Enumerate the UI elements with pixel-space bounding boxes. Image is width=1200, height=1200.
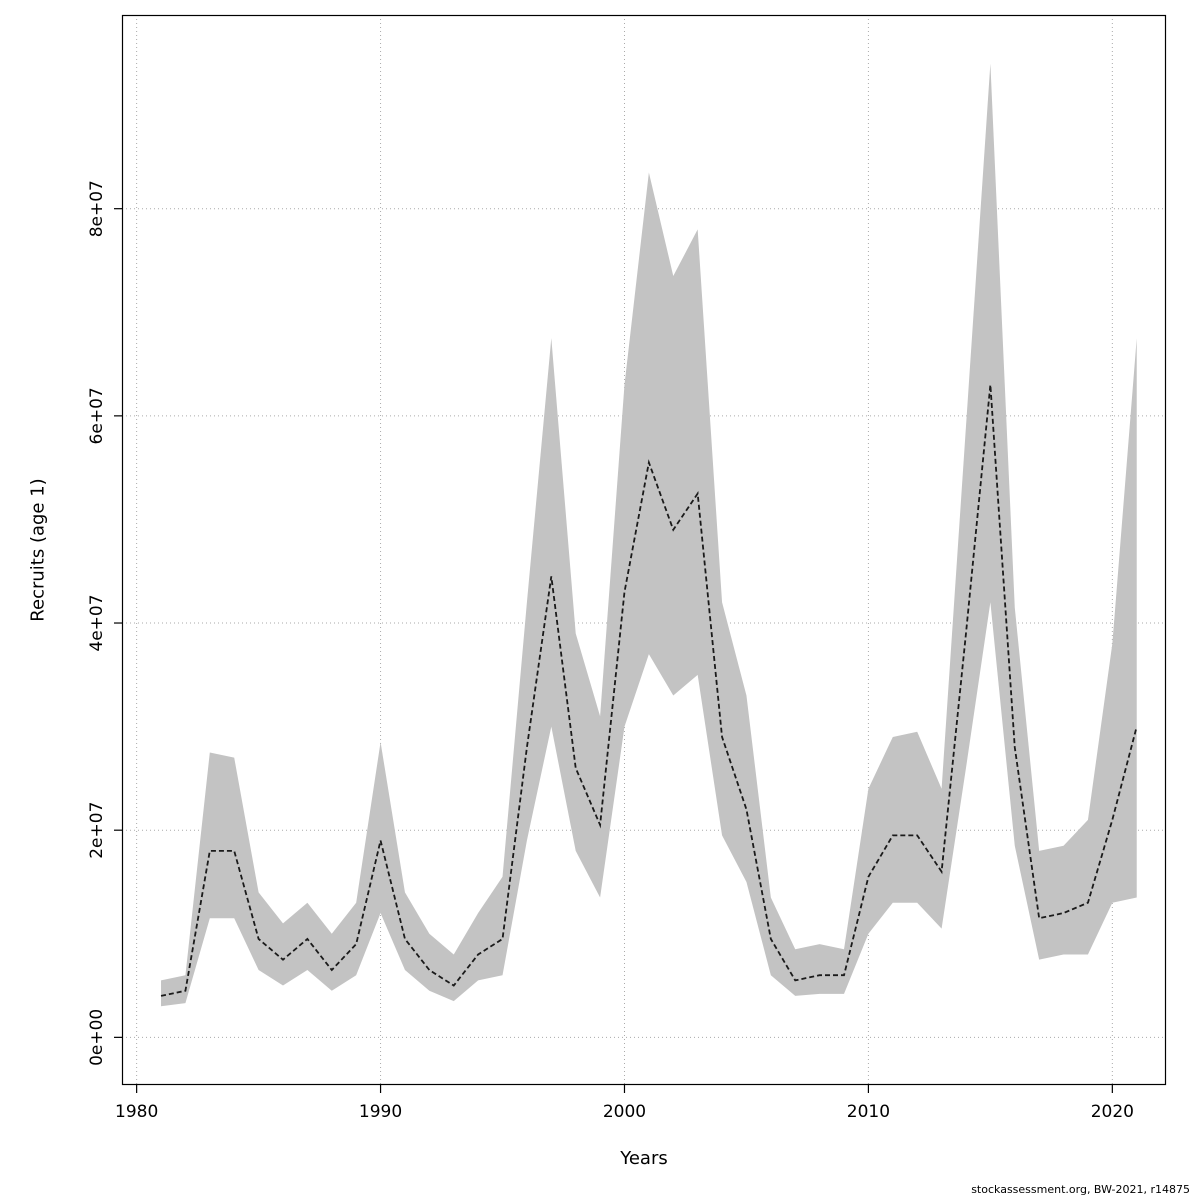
y-tick-label: 8e+07	[87, 180, 107, 237]
y-tick-label: 6e+07	[87, 387, 107, 444]
x-tick-label: 1990	[359, 1102, 402, 1122]
y-tick-label: 4e+07	[87, 594, 107, 651]
x-tick-label: 2020	[1091, 1102, 1134, 1122]
median-recruits-line	[160, 384, 1138, 997]
y-tick-label: 0e+00	[87, 1009, 107, 1066]
y-axis-title: Recruits (age 1)	[27, 478, 49, 622]
plot-border	[121, 14, 1167, 1086]
x-tick-label: 2000	[603, 1102, 646, 1122]
x-tick-label: 1980	[115, 1102, 158, 1122]
x-axis-title: Years	[620, 1148, 668, 1169]
source-credit-text: stockassessment.org, BW-2021, r14875	[971, 1183, 1190, 1196]
plot-area: 1980 1990 2000 2010 2020 0e+00 2e+07 4e+07 6e+07…	[87, 14, 1167, 1122]
recruits-line-chart: 1980 1990 2000 2010 2020 0e+00 2e+07 4e+07 6e+07…	[87, 14, 1167, 1122]
x-tick-label: 2010	[847, 1102, 890, 1122]
y-tick-label: 2e+07	[87, 802, 107, 859]
confidence-band	[161, 63, 1137, 1007]
